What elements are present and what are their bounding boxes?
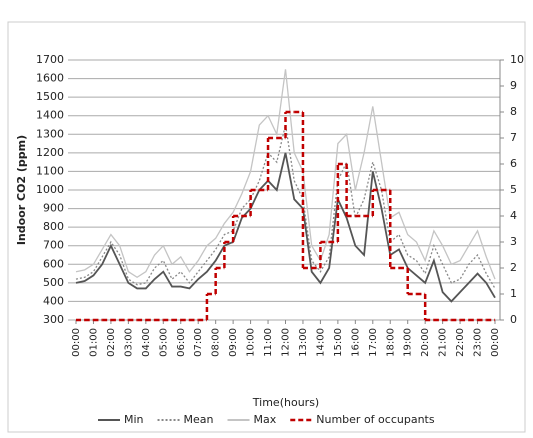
- x-tick-label: 15:00: [333, 328, 344, 357]
- y2-tick-label: 5: [510, 183, 517, 196]
- x-tick-label: 06:00: [176, 328, 187, 357]
- x-tick-label: 11:00: [263, 328, 274, 357]
- y-tick-label: 1400: [36, 109, 64, 122]
- y2-tick-label: 6: [510, 157, 517, 170]
- series-line: [75, 152, 496, 303]
- y2-tick-label: 2: [510, 261, 517, 274]
- x-tick-label: 19:00: [403, 328, 414, 357]
- x-tick-label: 18:00: [385, 328, 396, 357]
- x-tick-label: 16:00: [350, 328, 361, 357]
- y-tick-label: 500: [43, 276, 64, 289]
- x-tick-label: 00:00: [71, 328, 82, 357]
- y-axis-title: Indoor CO2 (ppm): [15, 135, 28, 245]
- x-tick-label: 23:00: [473, 328, 484, 357]
- x-tick-label: 10:00: [246, 328, 257, 357]
- x-tick-label: 05:00: [158, 328, 169, 357]
- legend-label: Min: [124, 413, 144, 426]
- x-tick-label: 20:00: [420, 328, 431, 357]
- y2-tick-label: 8: [510, 105, 517, 118]
- y-tick-label: 1100: [36, 164, 64, 177]
- x-tick-label: 00:00: [490, 328, 501, 357]
- y2-tick-label: 1: [510, 287, 517, 300]
- x-tick-label: 22:00: [455, 328, 466, 357]
- y-tick-label: 1700: [36, 53, 64, 66]
- x-tick-label: 03:00: [123, 328, 134, 357]
- y2-tick-label: 7: [510, 131, 517, 144]
- y2-tick-label: 4: [510, 209, 517, 222]
- x-axis-title: Time(hours): [252, 396, 319, 409]
- y-tick-label: 300: [43, 313, 64, 326]
- x-tick-label: 04:00: [141, 328, 152, 357]
- x-tick-label: 08:00: [211, 328, 222, 357]
- x-tick-label: 09:00: [228, 328, 239, 357]
- y-tick-label: 400: [43, 294, 64, 307]
- y-tick-label: 1600: [36, 72, 64, 85]
- y-tick-label: 1500: [36, 90, 64, 103]
- x-tick-label: 12:00: [281, 328, 292, 357]
- series-line: [75, 69, 496, 280]
- x-tick-label: 14:00: [315, 328, 326, 357]
- legend-label: Mean: [184, 413, 214, 426]
- y2-tick-label: 3: [510, 235, 517, 248]
- x-tick-label: 13:00: [298, 328, 309, 357]
- x-tick-label: 02:00: [106, 328, 117, 357]
- y-tick-label: 1200: [36, 146, 64, 159]
- y-tick-label: 700: [43, 239, 64, 252]
- y-tick-label: 1000: [36, 183, 64, 196]
- legend-label: Number of occupants: [316, 413, 435, 426]
- x-tick-label: 07:00: [193, 328, 204, 357]
- y2-tick-label: 0: [510, 313, 517, 326]
- y-tick-label: 600: [43, 257, 64, 270]
- y-tick-label: 800: [43, 220, 64, 233]
- y-tick-label: 900: [43, 202, 64, 215]
- x-tick-label: 17:00: [368, 328, 379, 357]
- x-tick-label: 01:00: [88, 328, 99, 357]
- y2-tick-label: 10: [510, 53, 524, 66]
- x-tick-label: 21:00: [438, 328, 449, 357]
- y2-tick-label: 9: [510, 79, 517, 92]
- y-tick-label: 1300: [36, 127, 64, 140]
- legend-label: Max: [254, 413, 277, 426]
